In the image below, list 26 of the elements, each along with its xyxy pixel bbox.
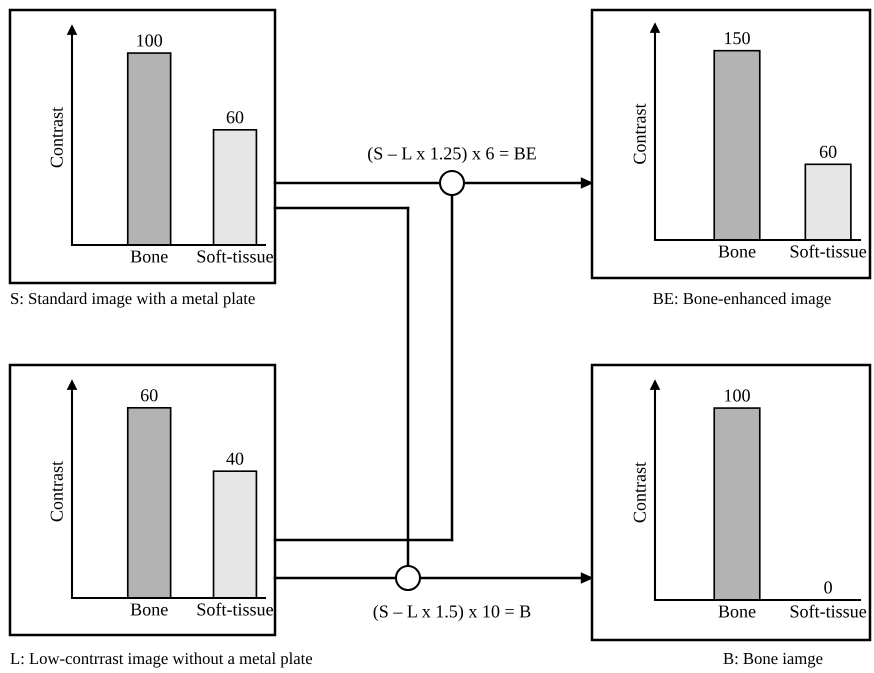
y-axis-title: Contrast bbox=[50, 107, 63, 168]
y-axis-title: Contrast bbox=[634, 104, 646, 164]
x-tick-label: Soft-tissue bbox=[198, 250, 273, 263]
data-label: 100 bbox=[725, 389, 750, 402]
x-tick-label: Soft-tissue bbox=[790, 244, 866, 258]
x-tick-label: Bone bbox=[718, 606, 756, 618]
x-tick-label: Soft-tissue bbox=[790, 604, 866, 618]
text: (S – L x 1.25) x 6 = BE bbox=[368, 146, 536, 164]
data-label: 150 bbox=[725, 32, 750, 44]
x-tick-label: Soft-tissue bbox=[198, 602, 273, 616]
text: BE: Bone-enhanced image bbox=[653, 292, 831, 308]
data-label: 0 bbox=[824, 581, 832, 594]
data-label: 40 bbox=[226, 452, 244, 465]
text: B: Bone iamge bbox=[723, 652, 822, 668]
x-tick-label: Bone bbox=[718, 246, 756, 258]
data-label: 60 bbox=[820, 146, 836, 158]
x-tick-label: Bone bbox=[130, 604, 168, 616]
data-label: 100 bbox=[137, 34, 162, 47]
data-label: 60 bbox=[140, 389, 158, 402]
y-axis-title: Contrast bbox=[50, 461, 63, 522]
text: (S – L x 1.5) x 10 = B bbox=[374, 604, 530, 622]
text: S: Standard image with a metal plate bbox=[11, 292, 255, 308]
x-tick-label: Bone bbox=[130, 250, 168, 263]
text: L: Low-contrrast image without a metal plate bbox=[10, 652, 312, 668]
data-label: 60 bbox=[226, 111, 244, 124]
y-axis-title: Contrast bbox=[634, 462, 646, 522]
